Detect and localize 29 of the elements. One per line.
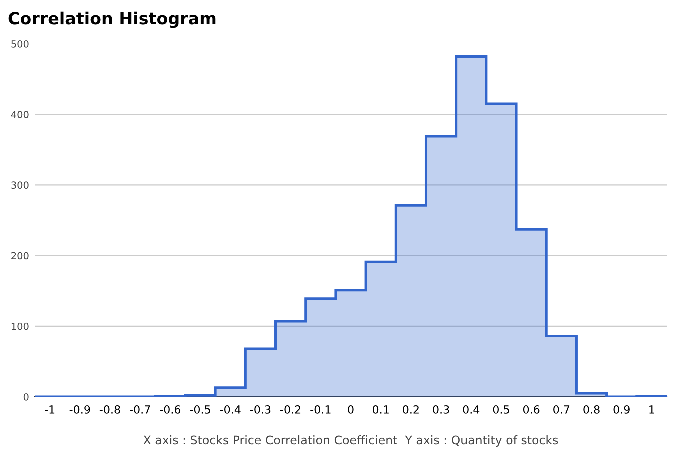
x-tick-label: -1	[45, 406, 55, 414]
x-tick-label: -0.6	[160, 406, 181, 414]
x-tick-label: -0.4	[220, 406, 241, 414]
x-tick-label: 0.4	[463, 406, 480, 414]
y-tick-label: 400	[11, 111, 29, 118]
x-tick-label: 0.9	[614, 406, 630, 414]
x-tick-label: -0.3	[250, 406, 271, 414]
x-tick-label: -0.7	[130, 406, 150, 414]
x-tick-label: 0	[348, 406, 354, 414]
x-tick-label: -0.8	[100, 406, 120, 414]
x-tick-label: -0.1	[310, 406, 331, 414]
x-tick-label: 0.8	[584, 406, 600, 414]
y-tick-label: 500	[12, 40, 29, 48]
x-tick-label: 0.5	[493, 406, 510, 414]
x-tick-label: 0.6	[523, 406, 540, 414]
y-tick-label: 200	[12, 252, 29, 260]
x-tick-label: 0.1	[372, 406, 389, 414]
y-tick-label: 100	[12, 322, 29, 330]
x-tick-label: -0.9	[70, 406, 90, 414]
x-tick-label: -0.2	[280, 406, 301, 414]
x-tick-label: -0.5	[190, 406, 210, 414]
y-tick-label: 0	[24, 393, 29, 401]
y-tick-label: 300	[12, 182, 29, 190]
x-tick-label: 1	[650, 406, 654, 414]
x-tick-label: 0.3	[433, 406, 450, 414]
x-axis-title: X axis : Stocks Price Correlation Coefficient Y axis : Quantity of stocks	[144, 436, 558, 447]
x-tick-label: 0.2	[403, 406, 419, 414]
x-tick-label: 0.7	[554, 406, 570, 414]
chart-title: Correlation Histogram	[8, 12, 216, 28]
